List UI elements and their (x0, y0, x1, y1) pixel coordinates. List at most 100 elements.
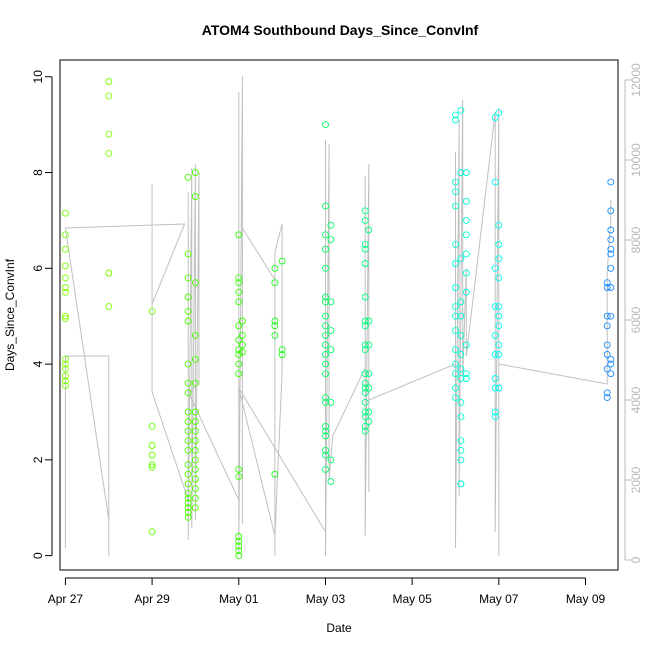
data-point (322, 398, 329, 406)
data-point (462, 216, 470, 224)
data-point (148, 442, 156, 449)
data-point (184, 418, 192, 425)
data-point (491, 264, 499, 272)
data-point (322, 341, 329, 349)
data-point (184, 499, 192, 507)
data-point (61, 209, 69, 217)
data-point (191, 169, 199, 176)
data-point (148, 463, 156, 471)
x-tick-label: Apr 29 (134, 592, 170, 606)
data-point (495, 351, 503, 358)
data-point (322, 231, 329, 239)
data-point (457, 106, 465, 114)
data-point (191, 331, 199, 339)
y-axis-right: 0 2000 4000 6000 8000 10000 12000 (624, 63, 643, 563)
y-tick-label: 4 (31, 360, 45, 367)
data-point (184, 293, 192, 301)
data-point (361, 422, 369, 430)
data-point (462, 370, 470, 378)
data-point (327, 298, 335, 306)
data-point (495, 109, 503, 117)
data-point (365, 226, 373, 234)
data-point (457, 298, 465, 306)
data-point (191, 355, 199, 363)
data-point (148, 307, 156, 315)
data-point (361, 322, 369, 330)
data-point (452, 178, 459, 186)
data-point (184, 504, 192, 512)
data-point (271, 322, 279, 330)
data-point (491, 303, 499, 311)
data-point (235, 288, 243, 296)
data-point (235, 370, 243, 378)
data-point (235, 298, 243, 306)
data-point (184, 307, 192, 315)
data-point (61, 355, 69, 363)
data-point (322, 298, 329, 306)
data-point (61, 262, 69, 270)
data-point (327, 346, 335, 354)
data-point (191, 437, 199, 445)
data-point (457, 398, 465, 406)
data-point (271, 279, 279, 287)
data-point (607, 284, 615, 291)
data-point (603, 365, 611, 373)
data-point (603, 322, 611, 330)
data-point (452, 370, 459, 378)
data-point (191, 279, 199, 287)
data-point (495, 240, 503, 248)
data-point (491, 384, 499, 392)
data-point (184, 461, 192, 469)
data-point (361, 408, 369, 416)
data-point (495, 322, 503, 330)
data-point (327, 236, 335, 244)
data-point (61, 315, 69, 323)
data-point (235, 537, 243, 545)
data-point (361, 370, 369, 378)
data-point (462, 288, 470, 296)
data-point (457, 312, 465, 320)
data-point (235, 533, 243, 540)
data-point (184, 274, 192, 282)
x-axis: Apr 27 Apr 29 May 01 May 03 May 05 May 07 May … (48, 577, 605, 606)
data-point (361, 413, 369, 421)
data-point (184, 489, 192, 497)
data-point (322, 121, 329, 129)
data-point (184, 379, 192, 387)
data-point (457, 351, 465, 358)
y2-tick-label: 2000 (629, 466, 643, 493)
y2-tick-label: 8000 (629, 226, 643, 253)
data-point (278, 351, 286, 358)
data-point (184, 513, 192, 521)
data-point (491, 351, 499, 358)
data-point (462, 231, 470, 239)
y2-tick-label: 10000 (629, 143, 643, 177)
data-point (191, 504, 199, 512)
data-point (452, 312, 459, 320)
data-point (491, 413, 499, 421)
data-point (184, 480, 192, 488)
points-layer (61, 78, 615, 560)
data-point (61, 245, 69, 253)
data-point (61, 312, 69, 320)
y2-tick-label: 6000 (629, 306, 643, 333)
data-point (457, 456, 465, 464)
data-point (322, 432, 329, 440)
data-point (457, 365, 465, 373)
data-point (462, 197, 470, 205)
data-point (457, 375, 465, 382)
x-tick-label: May 07 (479, 592, 519, 606)
data-point (462, 269, 470, 277)
data-point (607, 264, 615, 272)
x-axis-label: Date (326, 621, 352, 635)
data-point (148, 461, 156, 469)
data-point (184, 389, 192, 397)
data-point (105, 92, 113, 100)
data-point (184, 494, 192, 502)
data-point (603, 341, 611, 349)
data-point (105, 130, 113, 138)
data-point (361, 207, 369, 215)
data-point (495, 221, 503, 229)
data-point (603, 284, 611, 291)
data-point (61, 372, 69, 380)
